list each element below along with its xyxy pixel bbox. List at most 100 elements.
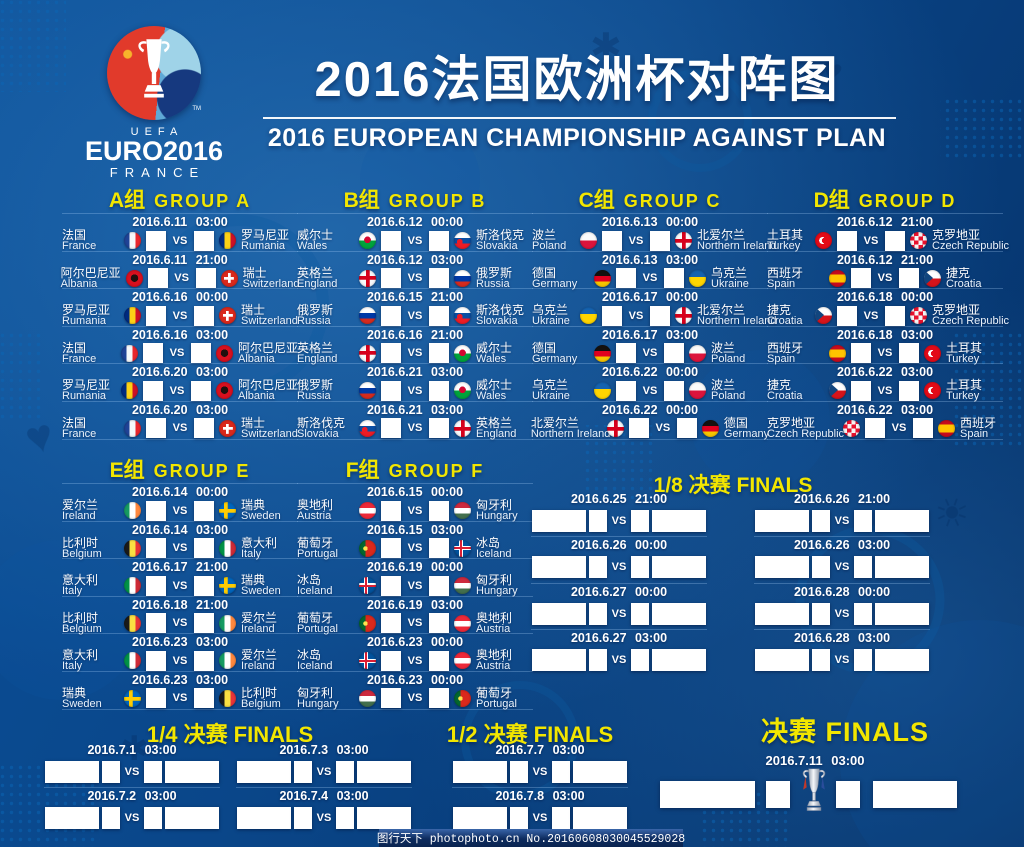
- group-title-en: GROUP B: [388, 191, 487, 211]
- away-team-name-cn: 北爱尔兰: [697, 228, 746, 242]
- vs-label: VS: [877, 347, 893, 360]
- match-datetime: 2016.7.2 03:00: [87, 789, 177, 804]
- group-section-A: A组 GROUP A 2016.6.11 03:00 法国 France VS 罗…: [61, 184, 299, 440]
- match-datetime: 2016.7.8 03:00: [495, 789, 585, 804]
- vs-label: VS: [532, 766, 548, 778]
- group-title-en: GROUP D: [858, 191, 957, 211]
- away-score-box: [650, 230, 670, 251]
- home-team-name-cn: 法国: [62, 228, 87, 242]
- match-row: 斯洛伐克 Slovakia VS 英格兰 England: [297, 417, 533, 440]
- away-team: 波兰 Poland: [711, 379, 768, 402]
- flag-al-icon: [215, 344, 233, 362]
- home-score-box: [837, 230, 857, 251]
- flag-irl-icon: [219, 652, 236, 670]
- flag-tur-icon: [924, 344, 941, 362]
- group-section-D: D组 GROUP D 2016.6.12 21:00 土耳其 Turkey VS …: [767, 184, 1009, 440]
- home-team-name-cn: 意大利: [62, 648, 99, 663]
- away-team: 瑞典 Sweden: [241, 574, 298, 597]
- away-team: 德国 Germany: [724, 417, 769, 440]
- vs-label: VS: [877, 384, 893, 397]
- home-team: 克罗地亚 Czech Republic: [767, 417, 844, 440]
- away-team-name-en: Wales: [476, 390, 507, 403]
- away-team-name-cn: 西班牙: [960, 415, 997, 430]
- home-team: 罗马尼亚 Rumania: [62, 304, 119, 327]
- home-score-box: [147, 268, 168, 289]
- home-team-name-en: Turkey: [767, 240, 801, 252]
- flag-isl-icon: [359, 652, 376, 670]
- flag-eng-icon: [359, 269, 376, 287]
- match-row: VS: [531, 508, 707, 534]
- flag-svk-icon: [359, 419, 376, 437]
- flag-cze-icon: [829, 382, 846, 400]
- knockout-match: 2016.6.25 21:00 VS: [531, 491, 707, 538]
- match-row: VS: [452, 759, 628, 785]
- match-row: 西班牙 Spain VS 土耳其 Turkey: [767, 342, 1003, 365]
- flag-ch-icon: [220, 269, 238, 287]
- svg-text:✱: ✱: [120, 730, 149, 768]
- vs-label: VS: [655, 422, 671, 435]
- match-row: 意大利 Italy VS 瑞典 Sweden: [62, 574, 298, 597]
- vs-label: VS: [172, 617, 188, 630]
- flag-rus-icon: [359, 307, 376, 325]
- home-team-name-cn: 波兰: [532, 228, 557, 242]
- vs-label: VS: [172, 542, 188, 555]
- flag-swe-icon: [219, 502, 236, 519]
- vs-label: VS: [877, 272, 893, 285]
- away-team: 葡萄牙 Portugal: [476, 687, 533, 710]
- home-team: 冰岛 Iceland: [297, 574, 354, 597]
- group-match: 2016.6.21 03:00 俄罗斯 Russia VS 威尔士 Wales: [297, 364, 533, 402]
- watermark-text: 图行天下 photophoto.cn No.201606080300455290…: [376, 833, 686, 846]
- match-row: 冰岛 Iceland VS 奥地利 Austria: [297, 648, 533, 672]
- match-datetime: 2016.6.21 03:00: [366, 365, 464, 380]
- away-score-box: [664, 343, 684, 364]
- flag-ger-icon: [594, 344, 611, 362]
- away-score-box: [676, 418, 697, 439]
- away-score-box: [194, 575, 214, 596]
- group-title: C组 GROUP C: [532, 184, 768, 213]
- away-team-name-en: Northern Ireland: [697, 240, 777, 252]
- home-score-box: [146, 418, 166, 439]
- home-score-box: [589, 602, 607, 625]
- match-row: VS: [236, 805, 412, 831]
- page-subtitle: 2016 EUROPEAN CHAMPIONSHIP AGAINST PLAN: [267, 124, 887, 152]
- group-match: 2016.6.22 03:00 捷克 Croatia VS 土耳其 Turkey: [767, 364, 1003, 402]
- match-row: 罗马尼亚 Rumania VS 瑞士 Switzerland: [62, 304, 298, 327]
- home-team: 德国 Germany: [532, 342, 589, 365]
- match-row: 俄罗斯 Russia VS 斯洛伐克 Slovakia: [297, 304, 533, 327]
- group-match: 2016.6.17 21:00 意大利 Italy VS 瑞典 Sweden: [62, 559, 298, 597]
- away-score-box: [854, 556, 872, 579]
- away-team: 北爱尔兰 Northern Ireland: [697, 228, 777, 252]
- group-match: 2016.6.15 21:00 俄罗斯 Russia VS 斯洛伐克 Slova…: [297, 289, 533, 327]
- home-team-name-cn: 英格兰: [297, 265, 334, 280]
- home-team-name-en: Portugal: [297, 547, 338, 560]
- flag-isl-icon: [454, 539, 471, 557]
- home-team: 法国 France: [62, 342, 116, 365]
- home-team: 捷克 Croatia: [767, 379, 824, 402]
- home-score-box: [381, 500, 401, 521]
- vs-label: VS: [611, 561, 627, 574]
- flag-cze-icon: [815, 307, 832, 325]
- away-score-box: [429, 230, 449, 251]
- group-title: A组 GROUP A: [62, 184, 298, 213]
- match-datetime: 2016.6.18 21:00: [131, 597, 229, 612]
- away-score-box: [429, 380, 449, 401]
- away-score-box: [429, 268, 449, 289]
- away-score-box: [429, 650, 449, 671]
- match-datetime: 2016.7.3 03:00: [279, 743, 369, 757]
- away-team: 阿尔巴尼亚 Albania: [238, 342, 298, 365]
- home-team-name-en: France: [62, 240, 97, 252]
- group-match: 2016.6.15 00:00 奥地利 Austria VS 匈牙利 Hunga…: [297, 484, 533, 522]
- france-label: FRANCE: [109, 165, 206, 180]
- vs-label: VS: [834, 515, 850, 527]
- flag-cze-icon: [924, 269, 941, 287]
- home-team-name-cn: 俄罗斯: [297, 378, 334, 393]
- home-score-box: [589, 649, 607, 672]
- flag-ch-icon: [219, 419, 236, 437]
- flag-ro-icon: [219, 232, 236, 249]
- flag-ro-icon: [124, 307, 141, 325]
- trophy-icon: [138, 39, 170, 98]
- flag-swe-icon: [219, 577, 236, 595]
- away-team-name-cn: 奥地利: [476, 648, 513, 663]
- home-score-box: [294, 761, 312, 783]
- home-score-box: [146, 575, 166, 596]
